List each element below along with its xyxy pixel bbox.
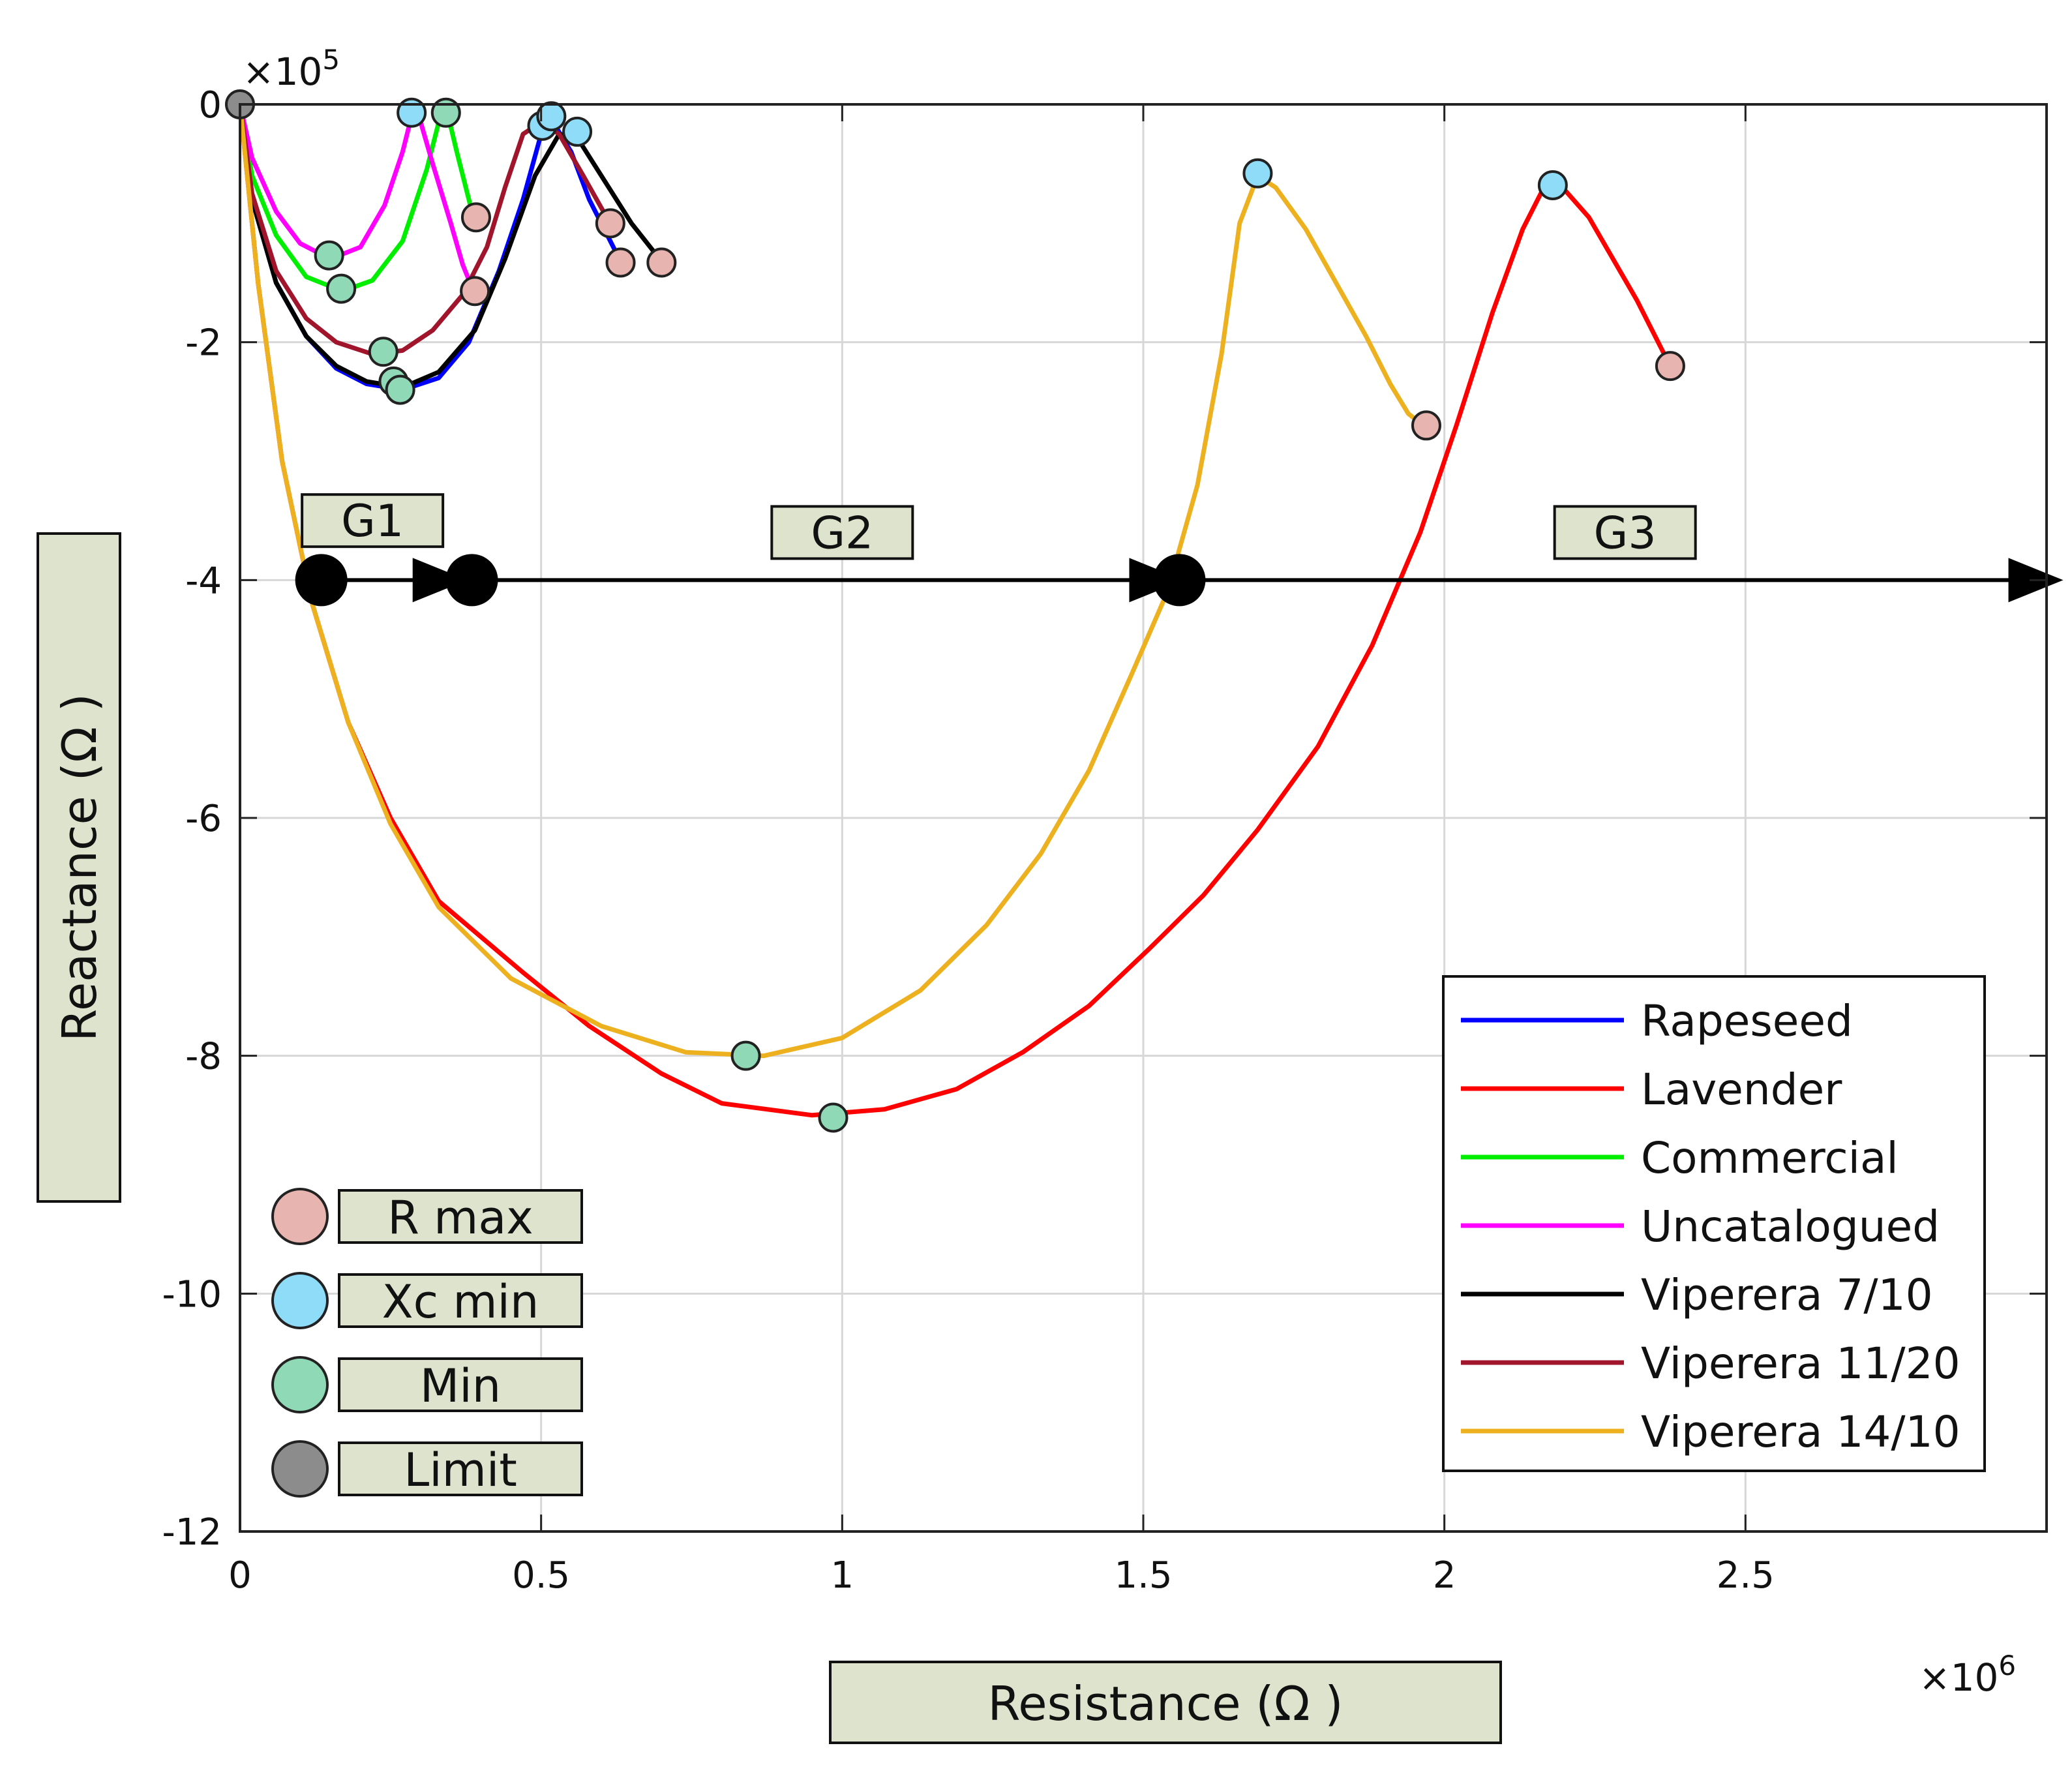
marker-legend-swatch-rmax — [271, 1188, 329, 1245]
x-tick-label: 2.5 — [1717, 1554, 1775, 1597]
marker-xcmin — [1537, 170, 1568, 200]
group-annotation: G1 G2 G3 — [295, 493, 2064, 607]
marker-rmax — [460, 202, 491, 233]
y-axis-label: Reactance (Ω ) — [37, 532, 121, 1203]
group-label-g3: G3 — [1594, 507, 1657, 559]
group-label-box — [301, 493, 445, 549]
series-line-lavender — [237, 102, 1670, 1118]
marker-legend-label-rmax: R max — [387, 1191, 533, 1245]
y-tick-label: -2 — [185, 322, 222, 365]
y-axis-label-text: Reactance (Ω ) — [52, 693, 107, 1042]
x-axis-label: Resistance (Ω ) — [829, 1661, 1502, 1744]
series-lines — [237, 102, 1670, 1118]
marker-legend-swatch-min — [271, 1356, 329, 1413]
marker-legend-box — [338, 1273, 583, 1328]
y-tick-label: -10 — [162, 1273, 222, 1316]
data-markers — [225, 89, 1685, 1133]
x-tick-label: 0.5 — [512, 1554, 570, 1597]
group-boundary-dot — [445, 554, 498, 607]
y-axis-label-box — [37, 532, 121, 1203]
series-line-uncatalogued — [237, 102, 477, 297]
y-multiplier-base: ×10 — [243, 50, 322, 94]
marker-legend-box — [338, 1189, 583, 1244]
x-axis-label-text: Resistance (Ω ) — [988, 1676, 1344, 1731]
y-tick-label: -12 — [162, 1511, 222, 1554]
marker-min — [730, 1040, 761, 1071]
marker-min — [368, 337, 398, 367]
axis-ticks: 0 0.5 1 1.5 2 2.5 0 -2 -4 -6 -8 -10 -12 — [162, 84, 2047, 1597]
legend-label: Viperera 14/10 — [1641, 1407, 1960, 1457]
marker-legend-box — [338, 1357, 583, 1412]
group-boundary-dot — [295, 554, 348, 607]
x-axis-multiplier: ×106 — [1919, 1650, 2016, 1700]
x-tick-label: 0 — [228, 1554, 252, 1597]
legend-label: Rapeseed — [1641, 996, 1853, 1046]
x-axis-label-box — [829, 1661, 1502, 1744]
group-label-box — [1553, 505, 1697, 560]
marker-legend-swatch-limit — [271, 1440, 329, 1498]
legend-label: Viperera 11/20 — [1641, 1338, 1960, 1389]
y-tick-label: -6 — [185, 798, 222, 840]
y-axis-multiplier: ×105 — [243, 44, 340, 94]
y-tick-label: -8 — [185, 1036, 222, 1078]
y-multiplier-exponent: 5 — [322, 44, 340, 76]
x-multiplier-base: ×10 — [1919, 1655, 1998, 1700]
marker-legend-label-min: Min — [420, 1359, 501, 1413]
series-line-commercial — [237, 102, 477, 294]
legend-label: Commercial — [1641, 1133, 1899, 1183]
marker-legend: R max Xc min Min Limit — [271, 1188, 583, 1498]
marker-xcmin — [562, 116, 593, 147]
marker-rmax — [460, 276, 490, 307]
marker-legend-swatch-xcmin — [271, 1272, 329, 1329]
marker-min — [314, 240, 344, 271]
marker-xcmin — [536, 101, 567, 132]
x-tick-label: 1.5 — [1114, 1554, 1172, 1597]
marker-rmax — [1655, 351, 1685, 382]
series-line-viperera-7-10 — [237, 102, 664, 390]
x-tick-label: 1 — [831, 1554, 854, 1597]
x-tick-label: 2 — [1433, 1554, 1456, 1597]
marker-legend-box — [338, 1441, 583, 1496]
group-label-g1: G1 — [341, 496, 404, 547]
marker-legend-label-xcmin: Xc min — [382, 1275, 539, 1329]
y-tick-label: 0 — [198, 84, 222, 127]
legend-label: Viperera 7/10 — [1641, 1270, 1933, 1320]
marker-legend-label-limit: Limit — [404, 1443, 517, 1497]
marker-rmax — [1411, 410, 1441, 441]
x-multiplier-exponent: 6 — [1998, 1650, 2016, 1682]
marker-min — [385, 374, 415, 405]
marker-rmax — [595, 208, 625, 239]
marker-rmax — [646, 247, 677, 278]
marker-min — [326, 273, 357, 304]
legend-label: Uncatalogued — [1641, 1201, 1940, 1252]
group-arrow-head — [1129, 558, 1184, 603]
y-tick-label: -4 — [185, 560, 222, 602]
marker-xcmin — [1242, 158, 1273, 189]
group-label-box — [770, 505, 914, 560]
legend-label: Lavender — [1641, 1064, 1842, 1115]
marker-min — [818, 1102, 848, 1133]
series-legend: Rapeseed Lavender Commercial Uncatalogued Vi… — [1442, 975, 1986, 1472]
marker-xcmin — [397, 97, 427, 128]
group-arrow-head — [412, 558, 468, 603]
group-label-g2: G2 — [811, 507, 873, 559]
marker-rmax — [605, 247, 636, 278]
marker-min — [430, 97, 461, 128]
series-line-viperera-14-10 — [237, 102, 1429, 1059]
